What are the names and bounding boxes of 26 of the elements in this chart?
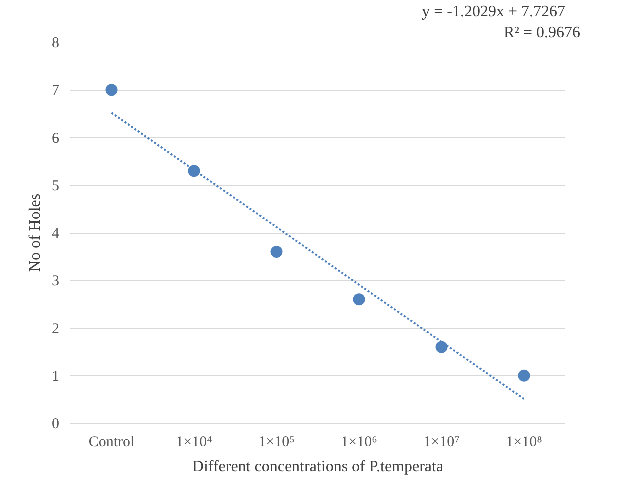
x-tick-label: 1×10⁷: [424, 434, 460, 450]
x-tick-label: 1×10⁸: [506, 434, 542, 450]
y-tick-label: 6: [52, 130, 60, 147]
point: [188, 165, 200, 178]
x-axis-title: Different concentrations of P.temperata: [192, 458, 444, 476]
y-tick-label: 8: [52, 36, 60, 52]
line-series: [110, 112, 526, 400]
point: [353, 294, 366, 306]
y-axis-title: No of Holes: [27, 194, 44, 272]
point: [518, 370, 530, 382]
text: y = -1.2029x + 7.7267: [422, 4, 566, 20]
x-tick-label: 1×10⁴: [176, 434, 212, 450]
point: [436, 341, 448, 354]
y-tick-label: 7: [52, 83, 60, 100]
x-tick-label: 1×10⁶: [341, 434, 378, 450]
y-tick-label: 0: [52, 416, 60, 432]
point: [106, 84, 118, 96]
y-tick-label: 1: [52, 368, 60, 385]
y-tick-label: 5: [52, 178, 60, 194]
x-tick-label: 1×10⁵: [258, 434, 295, 450]
y-tick-label: 4: [52, 226, 60, 242]
y-tick-label: 2: [52, 321, 60, 338]
y-tick-label: 3: [52, 274, 60, 290]
point: [270, 246, 283, 258]
text: R² = 0.9676: [504, 24, 581, 42]
x-tick-label: Control: [88, 434, 135, 450]
